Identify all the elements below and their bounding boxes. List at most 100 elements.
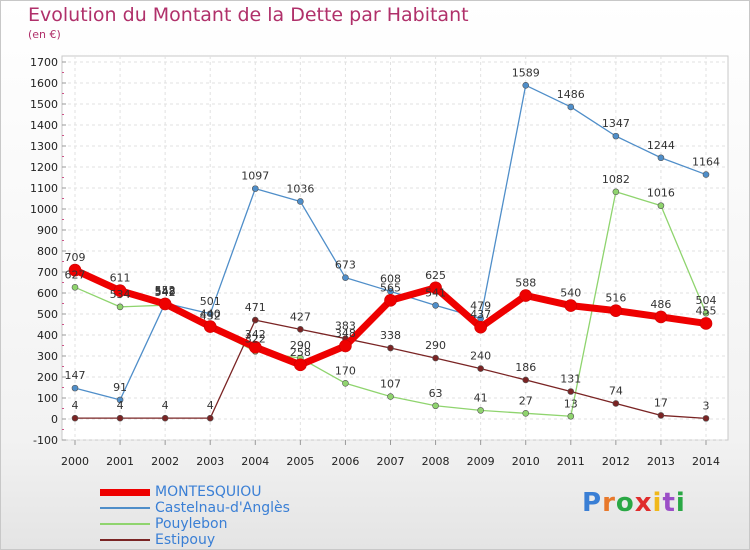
data-label: 1016 [647, 187, 675, 200]
x-tick-label: 2007 [377, 455, 405, 468]
logo-letter: o [615, 488, 635, 518]
data-label: 565 [380, 281, 401, 294]
data-point [251, 185, 259, 192]
data-label: 3 [703, 399, 710, 412]
data-label: 1097 [241, 170, 269, 183]
legend-swatch [100, 523, 150, 525]
data-point [522, 410, 530, 417]
data-point [116, 414, 124, 422]
logo-letter: r [602, 488, 616, 518]
data-point [657, 412, 665, 419]
data-label: 455 [696, 304, 717, 317]
data-label: 427 [290, 310, 311, 323]
data-point [161, 414, 169, 422]
data-label: 348 [335, 327, 356, 340]
data-point [206, 310, 214, 318]
data-point [522, 82, 530, 89]
data-point [158, 297, 172, 311]
data-point [203, 320, 217, 333]
data-label: 1244 [647, 139, 675, 152]
data-point [654, 310, 668, 324]
data-label: 1036 [286, 182, 314, 195]
data-point [612, 132, 620, 140]
y-tick-label: 1000 [30, 203, 58, 216]
y-tick-label: 100 [37, 392, 58, 405]
data-label: 1164 [692, 156, 720, 169]
x-tick-label: 2009 [467, 455, 495, 468]
y-tick-label: 900 [37, 224, 58, 237]
data-label: 240 [470, 350, 491, 363]
y-tick-label: 0 [51, 413, 58, 426]
data-label: 516 [605, 292, 626, 305]
data-label: 504 [696, 294, 717, 307]
chart-subtitle: (en €) [28, 28, 61, 41]
data-label: 4 [72, 399, 79, 412]
data-label: 4 [207, 399, 214, 412]
data-labels: 147 91 552 501 1097 1036 673 608 541 479 1589 1486 1… [65, 66, 721, 412]
data-label: 501 [200, 295, 221, 308]
grid-lines [62, 56, 728, 441]
data-label: 542 [155, 286, 176, 299]
data-point [699, 317, 713, 330]
data-point [609, 304, 623, 317]
data-point [71, 284, 79, 291]
data-label: 290 [290, 339, 311, 352]
data-label: 91 [113, 381, 127, 394]
x-tick-label: 2004 [241, 455, 269, 468]
data-point [71, 384, 79, 392]
legend-swatch [100, 539, 150, 541]
data-point [432, 354, 439, 362]
line-chart: -100 0 100 200 300 400 500 600 700 800 900 1000 1100… [30, 55, 729, 468]
data-point [432, 302, 439, 309]
data-point [567, 412, 575, 420]
data-label: 1347 [602, 117, 630, 130]
data-label: 611 [110, 272, 131, 285]
data-label: 608 [380, 272, 401, 285]
legend-label: Pouylebon [155, 516, 228, 532]
y-tick-label: 400 [37, 329, 58, 342]
data-point [477, 365, 484, 372]
data-label: 486 [650, 298, 671, 311]
chart-title: Evolution du Montant de la Dette par Hab… [28, 4, 469, 26]
x-tick-label: 2008 [422, 455, 450, 468]
x-tick-label: 2012 [602, 455, 630, 468]
data-label: 13 [564, 397, 578, 410]
data-label: 1486 [557, 88, 585, 101]
data-point [522, 376, 530, 384]
data-point [612, 400, 620, 407]
data-point [297, 198, 304, 205]
data-label: 4 [117, 399, 124, 412]
logo-letter: t [662, 488, 676, 518]
data-label: 541 [425, 286, 446, 299]
x-tick-label: 2002 [151, 455, 179, 468]
y-tick-label: 500 [37, 308, 58, 321]
data-point [657, 202, 665, 209]
data-label: 540 [560, 287, 581, 300]
data-label: 322 [245, 332, 266, 345]
data-label: 107 [380, 378, 401, 391]
data-label: 534 [110, 288, 131, 301]
data-point [387, 393, 394, 400]
y-tick-label: 200 [37, 371, 58, 384]
data-label: 627 [65, 268, 86, 281]
y-tick-label: 1700 [30, 56, 58, 69]
data-label: 625 [425, 269, 446, 282]
data-label: 4 [162, 399, 169, 412]
data-label: 258 [290, 346, 311, 359]
data-label: 709 [65, 251, 86, 264]
data-point [297, 326, 304, 333]
data-label: 63 [429, 387, 443, 400]
logo-letter: P [582, 488, 603, 518]
data-point [251, 316, 259, 324]
data-point [248, 340, 262, 354]
x-tick-label: 2010 [512, 455, 540, 468]
data-label: 548 [155, 285, 176, 298]
data-label: 17 [654, 396, 668, 409]
data-label: 471 [245, 301, 266, 314]
data-point [477, 407, 484, 414]
logo-letter: i [675, 488, 686, 518]
data-label: 432 [200, 309, 221, 322]
legend-label: MONTESQUIOU [155, 484, 262, 500]
y-tick-label: 1400 [30, 119, 58, 132]
data-point [342, 274, 349, 281]
